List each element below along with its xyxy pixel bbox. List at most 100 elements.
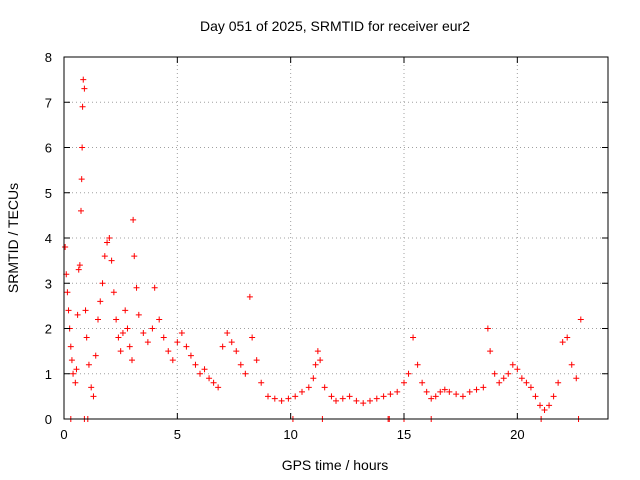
data-point (106, 235, 113, 241)
x-tick-label: 5 (174, 427, 181, 442)
data-point (310, 375, 317, 382)
data-point (131, 253, 138, 260)
data-point (133, 284, 140, 291)
data-point (453, 391, 460, 398)
data-point (144, 339, 151, 346)
data-point (446, 388, 453, 395)
data-point (305, 384, 312, 391)
data-point (90, 393, 97, 400)
data-point (113, 316, 120, 323)
data-point (210, 379, 217, 386)
data-point (80, 76, 87, 83)
data-point (333, 397, 339, 404)
data-point (65, 307, 72, 314)
data-point (265, 393, 271, 400)
data-point (568, 361, 575, 368)
data-point (75, 266, 82, 273)
data-point (437, 388, 444, 395)
data-point (532, 393, 539, 400)
data-point (115, 334, 122, 341)
data-point (577, 316, 584, 323)
data-point (126, 343, 133, 350)
data-point (62, 244, 69, 251)
data-point (72, 379, 79, 386)
data-point (149, 325, 156, 332)
y-tick-label: 0 (45, 412, 52, 427)
data-point (509, 361, 516, 368)
data-point (328, 393, 335, 400)
data-point (99, 280, 106, 287)
data-series-srmtid (62, 76, 584, 422)
x-tick-labels: 0 5 10 15 20 (60, 427, 524, 442)
data-point (78, 207, 84, 214)
data-point (249, 334, 256, 341)
data-point (242, 370, 249, 377)
data-point (432, 393, 439, 400)
data-point (97, 298, 104, 305)
data-point (122, 307, 129, 314)
data-point (380, 393, 387, 400)
data-point (156, 316, 163, 323)
data-point (246, 293, 253, 300)
data-point (228, 339, 235, 346)
data-point (428, 395, 435, 402)
y-tick-labels: 0 1 2 3 4 5 6 7 8 (45, 50, 52, 427)
data-point (88, 384, 95, 391)
data-point (564, 334, 571, 341)
data-point (169, 357, 176, 364)
data-point (559, 339, 566, 346)
y-tick-label: 3 (45, 276, 52, 291)
data-point (160, 334, 167, 341)
x-tick-label: 10 (283, 427, 297, 442)
data-point (83, 334, 90, 341)
data-point (346, 393, 353, 400)
data-point (79, 144, 86, 151)
data-point (108, 257, 115, 264)
data-point (373, 395, 380, 402)
chart-title: Day 051 of 2025, SRMTID for receiver eur… (200, 18, 470, 34)
y-tick-label: 2 (45, 322, 52, 337)
data-point (423, 388, 430, 395)
y-tick-label: 4 (45, 231, 52, 246)
data-point (140, 330, 147, 337)
data-point (124, 325, 131, 332)
data-point (480, 384, 487, 391)
data-point (74, 311, 81, 318)
data-point (441, 386, 448, 393)
data-point (514, 366, 521, 373)
data-point (387, 391, 394, 398)
data-point (201, 366, 208, 373)
data-point (76, 262, 83, 269)
data-point (187, 352, 194, 359)
data-point (367, 397, 373, 404)
data-point (219, 343, 226, 350)
data-point (70, 370, 77, 377)
data-point (206, 375, 213, 382)
data-point (129, 357, 135, 364)
data-point (174, 339, 181, 346)
data-point (405, 370, 412, 377)
data-point (314, 348, 321, 355)
data-point (484, 325, 491, 332)
data-point (555, 379, 562, 386)
data-point (299, 388, 305, 395)
data-point (312, 361, 319, 368)
data-point (192, 361, 199, 368)
data-point (85, 361, 92, 368)
data-point (178, 330, 185, 337)
x-tick-label: 0 (60, 427, 67, 442)
data-point (271, 395, 278, 402)
y-tick-label: 6 (45, 141, 52, 156)
data-point (414, 361, 421, 368)
data-point (110, 289, 117, 296)
data-point (68, 357, 75, 364)
data-point (92, 352, 99, 359)
data-point (78, 176, 85, 183)
data-point (117, 348, 124, 355)
y-tick-label: 5 (45, 186, 52, 201)
data-point (410, 334, 417, 341)
grid-lines (64, 57, 608, 419)
data-point (197, 370, 203, 377)
y-tick-label: 7 (45, 95, 52, 110)
data-point (292, 393, 299, 400)
